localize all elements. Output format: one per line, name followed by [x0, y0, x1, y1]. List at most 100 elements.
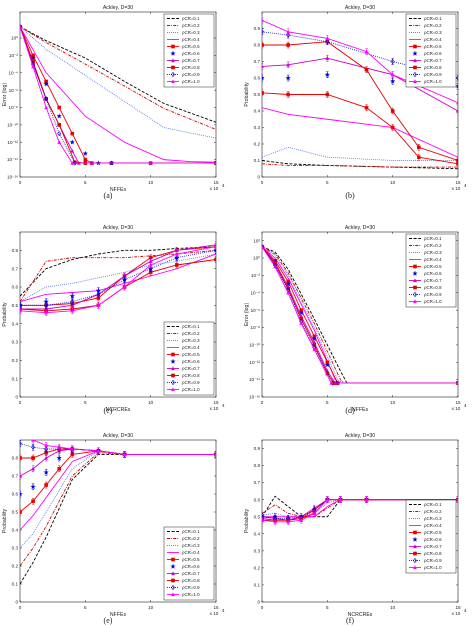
legend-entry-1: ρCR=0.2	[424, 509, 442, 514]
x-axis-label: NFFEs	[110, 612, 127, 618]
series-line-0	[20, 246, 216, 297]
series-5-marker-0	[262, 75, 265, 81]
x-tick-label: 15	[455, 605, 461, 610]
chart-panel-a: Ackley, D=30 0 5 10 15x 104 10⁰ 10⁻² 10⁻⁴ 10⁻⁶ 10…	[2, 5, 225, 200]
x-multiplier: x 10	[452, 611, 461, 616]
y-tick-label: 0.1	[12, 582, 19, 587]
y-tick-label: 0.2	[254, 565, 261, 570]
chart-panel-f: Ackley, D=30 0 5 10 15x 104 0 0.1 0.2 0.3 0.4 0.5 0…	[244, 433, 467, 625]
series-line-3	[20, 26, 216, 163]
chart-panel-c: Ackley, D=30 0 5 10 15x 104 0 0.1 0.2 0.3 0.4 0.5 0…	[2, 225, 225, 415]
x-axis-label: NCRCREs	[106, 407, 131, 413]
y-tick-label: 0.4	[12, 321, 19, 326]
x-axis-label: NCRCREs	[348, 612, 373, 618]
legend-entry-3: ρCR=0.4	[424, 523, 442, 528]
series-9-marker-4	[70, 160, 75, 165]
x-multiplier-exponent: 4	[222, 403, 225, 408]
legend-marker-8	[413, 557, 417, 564]
legend-marker-9	[171, 79, 175, 84]
y-tick-label: 10⁻⁶	[251, 308, 261, 313]
series-8-marker-7	[214, 451, 216, 457]
series-8-marker-8	[456, 497, 458, 503]
legend-entry-3: ρCR=0.4	[182, 345, 200, 350]
series-9-marker-0	[262, 517, 264, 522]
legend-entry-8: ρCR=0.9	[424, 72, 442, 77]
legend-entry-6: ρCR=0.7	[424, 278, 442, 283]
series-9-marker-5	[456, 100, 458, 105]
y-tick-label: 10⁻¹⁴	[7, 157, 18, 162]
legend-entry-3: ρCR=0.4	[424, 257, 442, 262]
series-5-marker-4	[69, 139, 75, 145]
legend-entry-7: ρCR=0.8	[424, 65, 442, 70]
series-8-marker-0	[20, 441, 22, 447]
legend-entry-1: ρCR=0.2	[424, 23, 442, 28]
legend: ρCR=0.1 ρCR=0.2 ρCR=0.3 ρCR=0.4 ρCR=0.5 ρCR=0…	[163, 13, 215, 88]
legend-entry-3: ρCR=0.4	[182, 550, 200, 555]
series-6-marker-4	[456, 108, 458, 113]
legend-marker-4	[171, 557, 175, 562]
y-tick-label: 0.3	[12, 546, 19, 551]
legend-marker-7	[413, 65, 417, 70]
x-tick-label: 10	[148, 180, 154, 185]
series-4-marker-4	[70, 131, 75, 136]
y-tick-label: 0.5	[254, 92, 261, 97]
x-multiplier-exponent: 4	[464, 183, 467, 188]
legend: ρCR=0.1 ρCR=0.2 ρCR=0.3 ρCR=0.4 ρCR=0.5 ρCR=0…	[405, 13, 457, 88]
x-tick-label: 10	[148, 605, 154, 610]
legend-box	[405, 13, 457, 88]
legend-marker-6	[171, 366, 175, 371]
series-line-4	[262, 246, 458, 384]
legend-marker-5	[170, 50, 176, 56]
legend-entry-1: ρCR=0.2	[182, 23, 200, 28]
x-tick-label: 5	[326, 180, 329, 185]
x-tick-label: 10	[148, 400, 154, 405]
legend-entry-4: ρCR=0.5	[182, 352, 200, 357]
y-tick-label: 0	[257, 175, 260, 180]
x-tick-label: 15	[213, 400, 219, 405]
series-group	[20, 23, 216, 166]
series-line-9	[262, 19, 458, 104]
series-9-marker-0	[262, 244, 264, 249]
series-9-marker-2	[44, 105, 49, 110]
y-tick-label: 0.6	[254, 76, 261, 81]
series-9-marker-1	[31, 64, 35, 69]
series-7-marker-0	[262, 43, 264, 47]
x-multiplier-exponent: 4	[222, 608, 225, 613]
panel-caption: (d)	[345, 406, 355, 415]
legend-entry-5: ρCR=0.6	[182, 51, 200, 56]
legend-entry-8: ρCR=0.9	[182, 585, 200, 590]
legend-marker-9	[171, 592, 175, 597]
y-tick-label: 0.8	[254, 43, 261, 48]
legend-marker-4	[413, 264, 417, 269]
series-line-2	[262, 146, 458, 161]
y-axis-label: Probability	[2, 302, 8, 327]
y-tick-label: 0	[257, 600, 260, 605]
series-9-marker-1	[273, 264, 277, 269]
legend-box	[163, 526, 215, 601]
y-tick-label: 0.6	[254, 497, 261, 502]
legend-marker-4	[171, 44, 175, 49]
x-multiplier: x 10	[210, 611, 219, 616]
series-9-marker-3	[299, 321, 304, 326]
x-tick-label: 10	[390, 605, 396, 610]
series-8-marker-2	[44, 96, 49, 102]
y-tick-label: 0.4	[12, 528, 19, 533]
y-tick-label: 0.9	[254, 26, 261, 31]
x-multiplier-exponent: 4	[222, 183, 225, 188]
legend-marker-7	[171, 578, 175, 583]
legend-entry-2: ρCR=0.3	[182, 338, 200, 343]
series-line-3	[262, 107, 458, 158]
y-tick-label: 10⁻⁶	[9, 88, 19, 93]
y-tick-label: 0.9	[254, 446, 261, 451]
y-tick-label: 0.5	[254, 514, 261, 519]
series-group	[262, 243, 458, 386]
legend-entry-2: ρCR=0.3	[424, 516, 442, 521]
panel-caption: (b)	[345, 191, 355, 200]
series-8-marker-0	[262, 244, 264, 250]
legend-entry-3: ρCR=0.4	[424, 37, 442, 42]
series-7-marker-0	[20, 307, 22, 311]
y-tick-label: 0.5	[12, 303, 19, 308]
legend-entry-5: ρCR=0.6	[424, 537, 442, 542]
series-line-0	[20, 26, 216, 123]
